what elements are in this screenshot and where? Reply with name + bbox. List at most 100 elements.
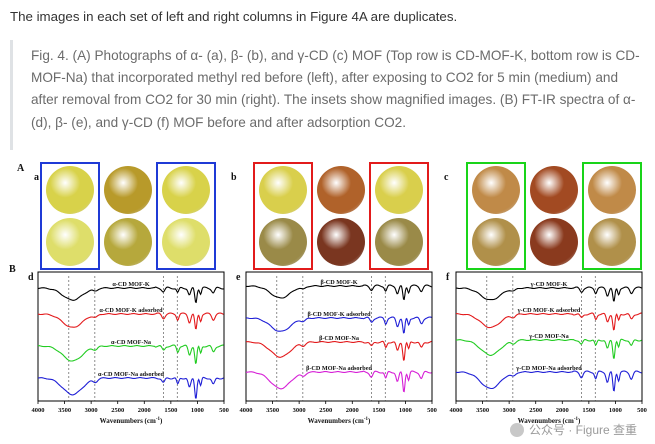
intro-text: The images in each set of left and right… — [10, 9, 458, 24]
photo-panel-label: b — [231, 172, 237, 183]
photo-panel-a: a — [34, 162, 216, 270]
x-tick-label: 4000 — [32, 407, 45, 414]
photo-panel-label: a — [34, 172, 39, 183]
x-tick-label: 1000 — [399, 407, 412, 414]
x-axis-label: Wavenumbers (cm-1) — [308, 417, 371, 425]
left-column-frame — [466, 162, 526, 270]
x-tick-label: 2000 — [346, 407, 359, 414]
photo-panel-c: c — [444, 162, 642, 270]
sample-photo — [259, 218, 307, 266]
sample-photo — [317, 218, 365, 266]
plot-frame — [455, 271, 643, 402]
ftir-chart: γ-CD MOF-K γ-CD MOF-K adsorbed γ-CD MOF-Na… — [446, 271, 647, 425]
trace-label: β-CD MOF-Na — [319, 335, 359, 342]
x-axis-label: Wavenumbers (cm-1) — [100, 417, 163, 425]
sample-photo — [375, 166, 423, 214]
sample-photo — [162, 166, 210, 214]
spectrum-panel-label: e — [236, 272, 241, 283]
right-column-frame — [582, 162, 642, 270]
spectrum-trace — [455, 286, 642, 302]
x-tick-label: 2500 — [111, 407, 124, 414]
spectrum-trace — [37, 344, 224, 364]
spectrum-trace — [456, 370, 642, 392]
sample-photo — [530, 218, 578, 266]
sample-photo — [472, 166, 520, 214]
ftir-chart: α-CD MOF-K α-CD MOF-K adsorbed α-CD MOF-Na… — [28, 271, 229, 425]
spectrum-trace — [37, 312, 224, 330]
x-tick-label: 2000 — [556, 407, 569, 414]
spectrum-trace — [245, 316, 432, 334]
spectrum-trace — [245, 284, 432, 301]
x-tick-label: 3000 — [85, 407, 98, 414]
sample-photo — [375, 218, 423, 266]
watermark-text: 公众号 · Figure 查重 — [528, 423, 637, 437]
x-tick-label: 3000 — [503, 407, 516, 414]
spectrum-trace — [37, 376, 224, 399]
x-tick-label: 500 — [427, 407, 437, 414]
ftir-chart: β-CD MOF-K β-CD MOF-K adsorbed β-CD MOF-Na… — [236, 271, 437, 425]
sample-photo — [588, 218, 636, 266]
spectrum-trace — [245, 370, 432, 393]
left-column-frame — [253, 162, 313, 270]
x-tick-label: 3000 — [293, 407, 306, 414]
x-tick-label: 500 — [219, 407, 229, 414]
sample-photo — [46, 166, 94, 214]
sample-photo — [162, 218, 210, 266]
photo-panel-label: c — [444, 172, 449, 183]
x-tick-label: 4000 — [240, 407, 253, 414]
x-tick-label: 500 — [637, 407, 647, 414]
trace-label: α-CD MOF-K adsorbed — [99, 307, 163, 314]
spectrum-trace — [245, 340, 432, 361]
x-tick-label: 1500 — [372, 407, 385, 414]
trace-label: γ-CD MOF-Na adsorbed — [515, 365, 582, 372]
plot-frame — [245, 271, 433, 402]
sample-photo — [46, 218, 94, 266]
section-b-label: B — [9, 264, 16, 275]
figure-caption-quote: Fig. 4. (A) Photographs of α- (a), β- (b… — [10, 40, 645, 150]
trace-label: γ-CD MOF-Na — [528, 333, 569, 340]
spectrum-trace — [456, 312, 642, 331]
x-tick-label: 3500 — [266, 407, 279, 414]
sample-photo — [588, 166, 636, 214]
sample-photo — [104, 218, 152, 266]
spectrum-panel-e: β-CD MOF-K β-CD MOF-K adsorbed β-CD MOF-Na… — [236, 266, 438, 434]
x-tick-label: 1000 — [191, 407, 204, 414]
sample-photo — [530, 166, 578, 214]
photo-panel-b: b — [231, 162, 429, 270]
trace-label: β-CD MOF-K — [320, 279, 357, 286]
watermark: 公众号 · Figure 查重 — [509, 421, 637, 438]
plot-frame — [37, 271, 225, 402]
x-tick-label: 1500 — [164, 407, 177, 414]
trace-label: β-CD MOF-K adsorbed — [307, 311, 371, 318]
x-tick-label: 2500 — [529, 407, 542, 414]
trace-label: α-CD MOF-Na — [111, 339, 151, 346]
trace-label: α-CD MOF-K — [112, 281, 149, 288]
wechat-icon — [509, 422, 524, 437]
spectrum-panel-f: γ-CD MOF-K γ-CD MOF-K adsorbed γ-CD MOF-Na… — [446, 266, 648, 434]
spectrum-panel-label: d — [28, 272, 34, 283]
x-tick-label: 1500 — [582, 407, 595, 414]
x-tick-label: 4000 — [450, 407, 463, 414]
spectrum-panel-d: α-CD MOF-K α-CD MOF-K adsorbed α-CD MOF-Na… — [28, 266, 230, 434]
spectrum-trace — [455, 338, 642, 359]
x-axis-label: Wavenumbers (cm-1) — [518, 417, 581, 425]
spectrum-panel-label: f — [446, 272, 450, 283]
x-tick-label: 3500 — [476, 407, 489, 414]
spectrum-trace — [38, 286, 224, 304]
x-tick-label: 2500 — [319, 407, 332, 414]
x-tick-label: 3500 — [58, 407, 71, 414]
sample-photo — [104, 166, 152, 214]
sample-photo — [259, 166, 307, 214]
x-tick-label: 1000 — [609, 407, 622, 414]
sample-photo — [317, 166, 365, 214]
trace-label: β-CD MOF-Na adsorbed — [306, 365, 372, 372]
trace-label: γ-CD MOF-K adsorbed — [517, 307, 581, 314]
trace-label: γ-CD MOF-K — [530, 281, 568, 288]
right-column-frame — [369, 162, 429, 270]
right-column-frame — [156, 162, 216, 270]
figure-caption: Fig. 4. (A) Photographs of α- (a), β- (b… — [31, 48, 640, 130]
sample-photo — [472, 218, 520, 266]
left-column-frame — [40, 162, 100, 270]
x-tick-label: 2000 — [138, 407, 151, 414]
